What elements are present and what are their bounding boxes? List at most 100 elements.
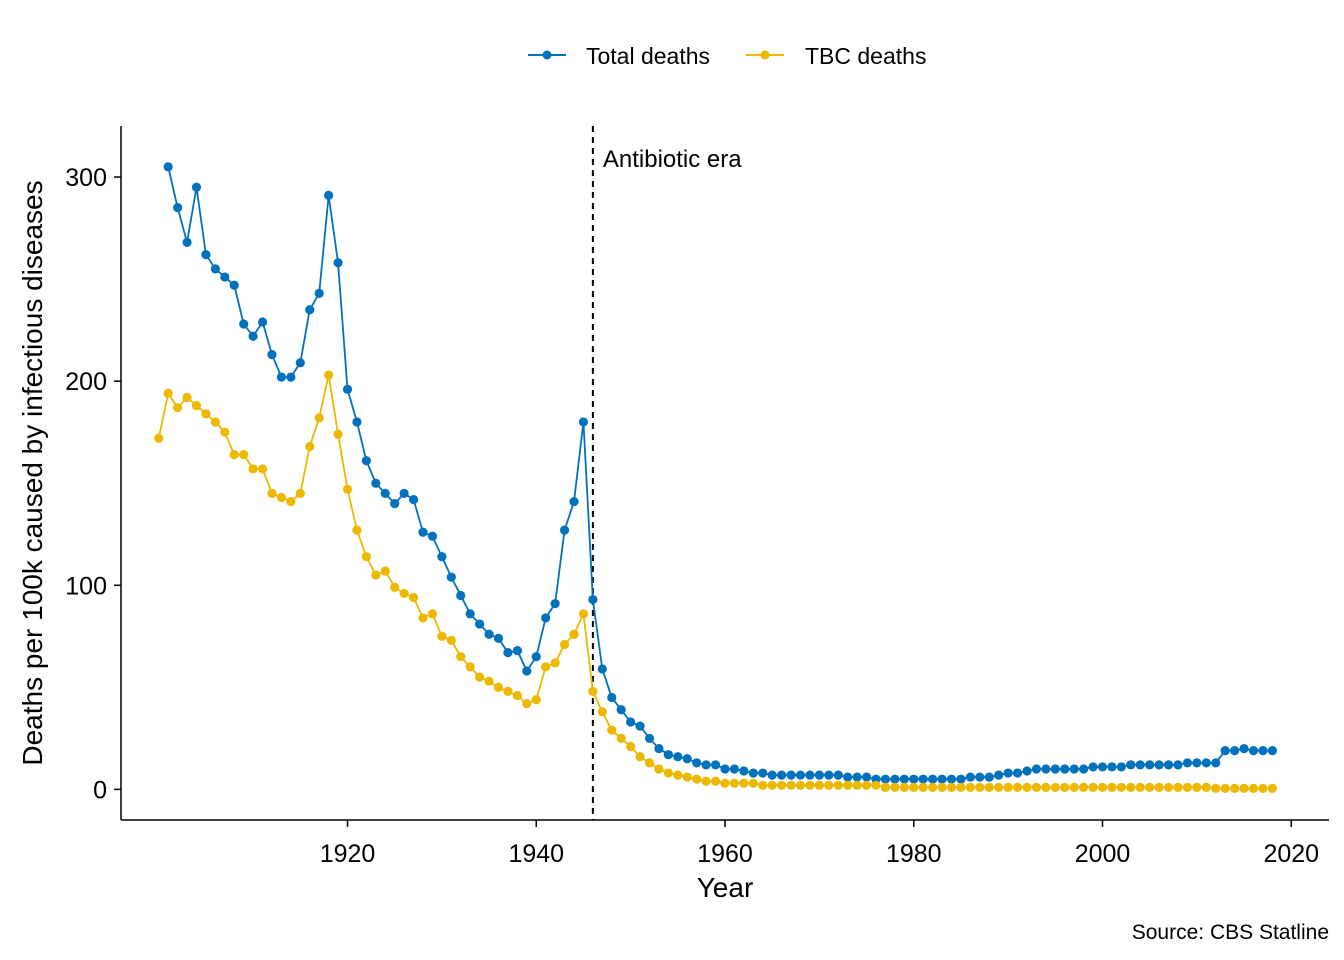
data-point-tbc-deaths bbox=[739, 778, 749, 788]
data-point-tbc-deaths bbox=[1163, 782, 1174, 792]
legend-label-tbc-deaths: TBC deaths bbox=[805, 43, 926, 69]
data-point-total-deaths bbox=[720, 764, 730, 774]
series-line-tbc-deaths bbox=[157, 374, 1273, 790]
data-point-tbc-deaths bbox=[446, 635, 456, 645]
x-tick-label: 1940 bbox=[508, 840, 564, 868]
data-point-total-deaths bbox=[324, 190, 334, 200]
data-point-total-deaths bbox=[824, 770, 834, 780]
data-point-tbc-deaths bbox=[578, 609, 589, 619]
data-point-total-deaths bbox=[710, 760, 721, 770]
data-point-tbc-deaths bbox=[1031, 782, 1042, 792]
legend-item-total-deaths: Total deaths bbox=[528, 43, 710, 69]
data-point-total-deaths bbox=[880, 774, 891, 784]
data-point-tbc-deaths bbox=[1097, 782, 1108, 792]
data-point-tbc-deaths bbox=[1201, 782, 1211, 792]
data-point-tbc-deaths bbox=[937, 782, 947, 792]
data-point-total-deaths bbox=[267, 350, 277, 360]
data-point-tbc-deaths bbox=[767, 780, 777, 790]
data-point-tbc-deaths bbox=[1248, 783, 1259, 793]
data-point-total-deaths bbox=[1069, 764, 1079, 774]
data-point-total-deaths bbox=[663, 750, 673, 760]
series-tbc-deaths bbox=[154, 370, 1277, 793]
source-caption: Source: CBS Statline bbox=[1132, 921, 1329, 944]
data-point-total-deaths bbox=[644, 733, 655, 743]
data-point-tbc-deaths bbox=[569, 629, 579, 639]
data-point-tbc-deaths bbox=[607, 725, 617, 735]
data-point-tbc-deaths bbox=[692, 774, 702, 784]
data-point-total-deaths bbox=[937, 774, 947, 784]
data-point-total-deaths bbox=[1201, 758, 1211, 768]
data-point-tbc-deaths bbox=[588, 686, 598, 697]
data-point-tbc-deaths bbox=[522, 699, 532, 709]
data-point-total-deaths bbox=[890, 774, 900, 784]
data-point-total-deaths bbox=[456, 590, 466, 601]
data-point-tbc-deaths bbox=[975, 782, 985, 792]
data-point-total-deaths bbox=[616, 705, 626, 715]
data-point-total-deaths bbox=[1050, 764, 1060, 774]
data-point-total-deaths bbox=[333, 258, 343, 268]
data-point-tbc-deaths bbox=[267, 488, 277, 499]
data-point-tbc-deaths bbox=[1003, 782, 1013, 792]
data-point-tbc-deaths bbox=[1145, 782, 1155, 792]
data-point-total-deaths bbox=[1135, 760, 1145, 770]
data-point-total-deaths bbox=[814, 770, 824, 780]
data-point-total-deaths bbox=[748, 768, 758, 778]
data-point-total-deaths bbox=[182, 237, 192, 247]
data-point-total-deaths bbox=[692, 758, 702, 768]
data-point-total-deaths bbox=[1022, 766, 1032, 776]
data-point-tbc-deaths bbox=[635, 752, 645, 762]
data-point-tbc-deaths bbox=[710, 776, 721, 786]
data-point-tbc-deaths bbox=[380, 566, 390, 576]
data-point-total-deaths bbox=[257, 317, 268, 327]
data-point-tbc-deaths bbox=[616, 733, 626, 743]
data-point-tbc-deaths bbox=[1192, 782, 1202, 792]
data-point-total-deaths bbox=[1107, 762, 1117, 772]
data-point-total-deaths bbox=[626, 717, 636, 727]
data-point-tbc-deaths bbox=[371, 570, 381, 580]
data-point-tbc-deaths bbox=[918, 782, 928, 792]
x-tick-label: 1980 bbox=[886, 840, 942, 868]
series-line-total-deaths bbox=[167, 166, 1273, 781]
data-point-total-deaths bbox=[371, 478, 381, 488]
data-point-total-deaths bbox=[1163, 760, 1174, 770]
data-point-tbc-deaths bbox=[946, 782, 957, 792]
data-point-total-deaths bbox=[437, 552, 447, 562]
data-point-tbc-deaths bbox=[342, 484, 353, 494]
data-point-tbc-deaths bbox=[928, 782, 938, 792]
data-point-tbc-deaths bbox=[475, 672, 485, 682]
y-tick-label: 300 bbox=[65, 164, 107, 192]
data-point-total-deaths bbox=[1116, 762, 1126, 772]
data-point-tbc-deaths bbox=[408, 592, 419, 603]
y-tick-label: 0 bbox=[93, 776, 107, 804]
data-point-total-deaths bbox=[635, 721, 645, 731]
data-point-total-deaths bbox=[1031, 764, 1042, 774]
data-point-total-deaths bbox=[805, 770, 815, 780]
data-point-tbc-deaths bbox=[352, 525, 362, 535]
data-point-tbc-deaths bbox=[1050, 782, 1060, 792]
data-point-tbc-deaths bbox=[437, 631, 447, 641]
data-point-total-deaths bbox=[1003, 768, 1013, 778]
data-point-total-deaths bbox=[965, 772, 975, 782]
data-point-total-deaths bbox=[465, 609, 475, 619]
data-point-total-deaths bbox=[503, 648, 513, 658]
data-point-tbc-deaths bbox=[456, 652, 466, 662]
data-point-tbc-deaths bbox=[541, 662, 551, 672]
data-point-tbc-deaths bbox=[1267, 783, 1277, 793]
data-point-total-deaths bbox=[493, 633, 504, 643]
data-point-tbc-deaths bbox=[295, 488, 305, 499]
data-point-total-deaths bbox=[861, 772, 872, 782]
data-point-total-deaths bbox=[286, 372, 296, 382]
data-point-total-deaths bbox=[220, 272, 230, 282]
data-point-tbc-deaths bbox=[673, 770, 683, 780]
data-point-total-deaths bbox=[1097, 762, 1108, 772]
data-point-tbc-deaths bbox=[493, 682, 504, 692]
y-tick-label: 200 bbox=[65, 368, 107, 396]
data-point-total-deaths bbox=[569, 496, 579, 507]
data-point-tbc-deaths bbox=[1230, 783, 1240, 793]
data-point-total-deaths bbox=[701, 760, 711, 770]
antibiotic-era-label: Antibiotic era bbox=[603, 146, 742, 173]
data-point-tbc-deaths bbox=[871, 780, 881, 790]
data-point-total-deaths bbox=[475, 619, 485, 629]
data-point-tbc-deaths bbox=[163, 388, 173, 398]
data-point-total-deaths bbox=[1154, 760, 1164, 770]
